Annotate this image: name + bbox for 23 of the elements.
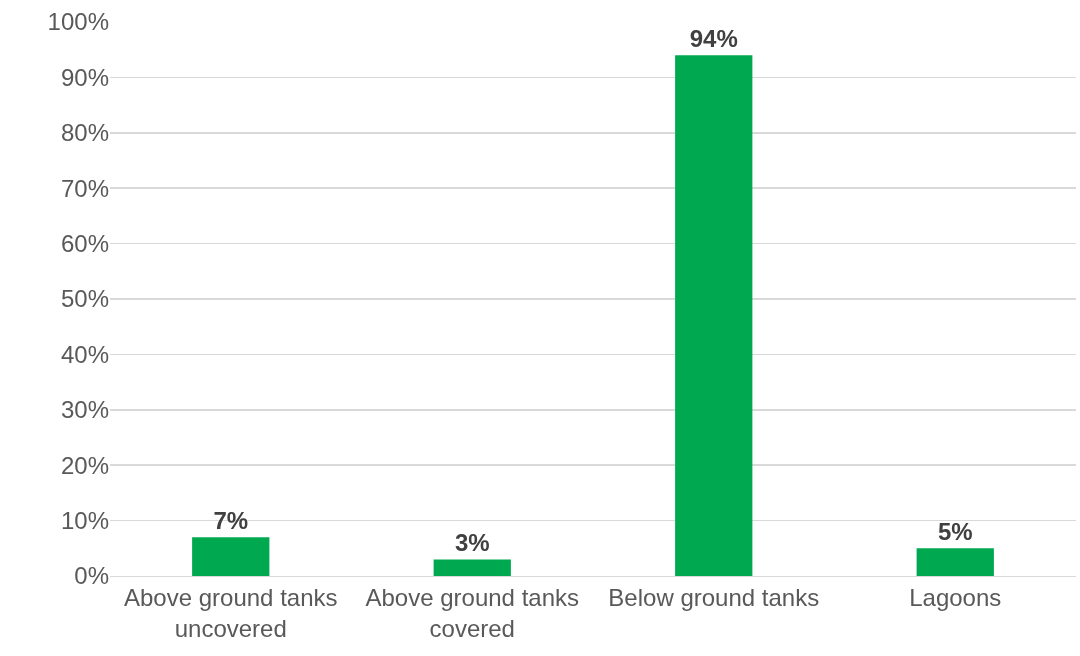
data-label: 3% (454, 529, 490, 557)
bar (675, 55, 753, 576)
data-label: 7% (213, 507, 249, 535)
y-tick-label: 60% (60, 230, 109, 257)
y-tick-label: 80% (60, 119, 109, 147)
x-tick-label: Above ground tanks covered (365, 583, 579, 642)
data-label: 94% (689, 25, 738, 53)
y-tick-label: 50% (60, 285, 109, 313)
y-tick-label: 20% (60, 451, 109, 479)
y-tick-label: 100% (47, 8, 109, 36)
x-tick-label: Below ground tanks (608, 583, 820, 611)
x-tick-label: Above ground tanks uncovered (124, 583, 338, 642)
y-tick-label: 70% (60, 174, 109, 202)
y-tick-label: 30% (60, 396, 109, 424)
bar (433, 559, 511, 576)
bar (916, 548, 994, 576)
y-tick-label: 90% (60, 63, 109, 91)
y-tick-label: 10% (60, 507, 109, 534)
y-tick-label: 0% (74, 562, 109, 590)
x-tick-label: Lagoons (909, 583, 1002, 611)
y-tick-label: 40% (60, 340, 109, 368)
data-label: 5% (937, 518, 973, 546)
bar (192, 537, 270, 576)
